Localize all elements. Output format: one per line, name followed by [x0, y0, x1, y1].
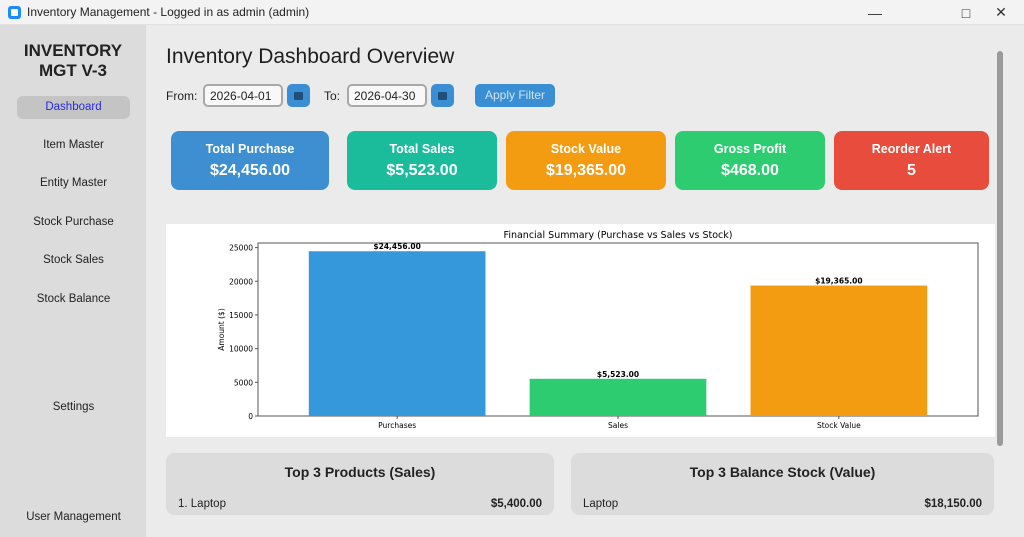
item-value: $5,400.00 — [490, 498, 542, 510]
panel-title: Top 3 Balance Stock (Value) — [689, 464, 876, 480]
x-tick-label: Sales — [608, 421, 628, 430]
y-tick-label: 5000 — [234, 378, 253, 387]
apply-filter-button[interactable]: Apply Filter — [475, 84, 555, 107]
stat-card-total-sales: Total Sales $5,523.00 — [347, 131, 497, 190]
card-title: Reorder Alert — [871, 142, 952, 156]
to-label: To: — [324, 89, 341, 103]
sidebar-item-stock-balance[interactable]: Stock Balance — [36, 293, 111, 305]
panel-title: Top 3 Products (Sales) — [284, 464, 436, 480]
item-value: $18,150.00 — [924, 498, 982, 510]
calendar-icon — [294, 91, 303, 100]
sidebar-item-user-management[interactable]: User Management — [26, 511, 121, 523]
card-title: Stock Value — [550, 142, 622, 156]
stat-card-stock-value: Stock Value $19,365.00 — [506, 131, 666, 190]
financial-summary-chart: Financial Summary (Purchase vs Sales vs … — [166, 224, 995, 437]
x-tick-label: Purchases — [378, 421, 416, 430]
sidebar-item-settings[interactable]: Settings — [52, 401, 95, 413]
y-tick-label: 15000 — [229, 311, 253, 320]
card-value: $24,456.00 — [209, 162, 291, 179]
page-title: Inventory Dashboard Overview — [166, 45, 455, 68]
card-value: $468.00 — [721, 162, 779, 179]
card-value: $5,523.00 — [386, 162, 458, 179]
sidebar-item-stock-purchase[interactable]: Stock Purchase — [33, 216, 114, 228]
y-axis-label: Amount ($) — [217, 308, 226, 351]
card-title: Total Purchase — [205, 142, 295, 156]
bar-purchases — [308, 251, 486, 416]
minimize-button[interactable]: — — [868, 4, 882, 21]
item-name: Laptop — [583, 498, 619, 510]
card-value: 5 — [907, 162, 916, 179]
item-name: 1. Laptop — [178, 498, 226, 510]
x-tick-label: Stock Value — [817, 421, 861, 430]
from-calendar-button[interactable] — [287, 84, 310, 107]
list-item: Laptop $18,150.00 — [583, 498, 982, 510]
from-date-input[interactable]: 2026-04-01 — [203, 84, 283, 107]
bar-data-label: $24,456.00 — [373, 242, 420, 251]
top-balance-stock-panel: Top 3 Balance Stock (Value) Laptop $18,15… — [571, 453, 994, 515]
from-label: From: — [166, 89, 198, 103]
sidebar-item-item-master[interactable]: Item Master — [43, 139, 104, 151]
sidebar-item-stock-sales[interactable]: Stock Sales — [43, 254, 104, 266]
stat-card-gross-profit: Gross Profit $468.00 — [675, 131, 825, 190]
chart-title: Financial Summary (Purchase vs Sales vs … — [504, 230, 733, 241]
stat-card-total-purchase: Total Purchase $24,456.00 — [171, 131, 329, 190]
bar-sales — [529, 378, 707, 416]
sidebar-item-entity-master[interactable]: Entity Master — [39, 177, 108, 189]
brand-line1: INVENTORY — [23, 41, 123, 60]
bar-data-label: $5,523.00 — [597, 370, 639, 379]
bar-data-label: $19,365.00 — [815, 277, 862, 286]
top-products-panel: Top 3 Products (Sales) 1. Laptop $5,400.0… — [166, 453, 554, 515]
card-title: Total Sales — [389, 142, 455, 156]
brand: INVENTORY MGT V-3 — [0, 41, 146, 81]
main-content: Inventory Dashboard Overview From: 2026-… — [146, 25, 1024, 537]
calendar-icon — [438, 91, 447, 100]
y-tick-label: 25000 — [229, 244, 253, 253]
sidebar: INVENTORY MGT V-3 Dashboard Item Master E… — [0, 25, 146, 537]
to-calendar-button[interactable] — [431, 84, 454, 107]
card-value: $19,365.00 — [545, 162, 627, 179]
list-item: 1. Laptop $5,400.00 — [178, 498, 542, 510]
to-date-input[interactable]: 2026-04-30 — [347, 84, 427, 107]
bar-stock-value — [750, 285, 928, 416]
brand-line2: MGT V-3 — [38, 61, 107, 80]
y-tick-label: 10000 — [229, 345, 253, 354]
card-title: Gross Profit — [713, 142, 787, 156]
close-button[interactable]: ✕ — [995, 4, 1007, 20]
maximize-button[interactable]: □ — [961, 4, 971, 21]
sidebar-item-dashboard[interactable]: Dashboard — [17, 96, 130, 119]
window-title: Inventory Management - Logged in as admi… — [27, 5, 310, 19]
stat-card-reorder-alert: Reorder Alert 5 — [834, 131, 989, 190]
y-tick-label: 20000 — [229, 277, 253, 286]
title-bar: Inventory Management - Logged in as admi… — [0, 0, 1024, 25]
app-icon — [8, 5, 21, 19]
scrollbar[interactable] — [997, 51, 1003, 446]
y-tick-label: 0 — [248, 412, 253, 421]
